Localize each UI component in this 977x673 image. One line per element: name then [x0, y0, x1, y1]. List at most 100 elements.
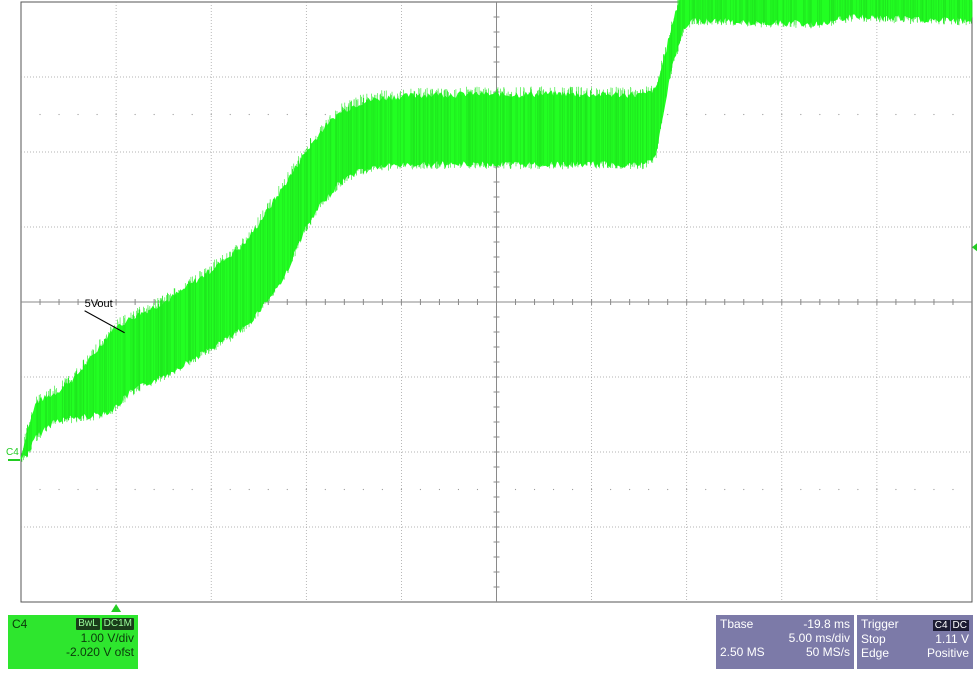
- sub-division-dot: [914, 113, 916, 116]
- sub-division-dot: [229, 488, 231, 491]
- sub-division-dot: [248, 113, 250, 116]
- sub-division-dot: [857, 113, 859, 116]
- sub-division-dot: [438, 488, 441, 491]
- trigger-panel[interactable]: Trigger C4 DC Stop 1.11 V Edge Positive: [857, 615, 973, 669]
- sub-division-dot: [153, 113, 155, 116]
- sub-division-dot: [762, 488, 764, 491]
- sub-division-dot: [305, 488, 307, 491]
- trigger-coupling-badge: DC: [950, 620, 969, 631]
- trigger-slope: Positive: [926, 646, 969, 660]
- sub-division-dot: [39, 113, 41, 116]
- sub-division-dot: [705, 488, 707, 491]
- timebase-delay: -19.8 ms: [803, 617, 850, 631]
- sub-division-dot: [495, 488, 498, 491]
- sub-division-dot: [876, 488, 878, 491]
- timebase-label: Tbase: [720, 617, 754, 631]
- trace-label-5vout: 5Vout: [85, 298, 113, 310]
- sub-division-dot: [952, 113, 954, 116]
- trigger-level-marker[interactable]: [972, 243, 977, 252]
- marker-layer: C4: [6, 243, 977, 612]
- sub-division-dot: [895, 113, 897, 116]
- sub-division-dot: [838, 113, 840, 116]
- sub-division-dot: [96, 113, 98, 116]
- sub-division-dot: [781, 113, 783, 116]
- sub-division-dot: [210, 113, 212, 116]
- sub-division-dot: [324, 488, 326, 491]
- trigger-type: Edge: [861, 646, 890, 660]
- trigger-position-marker[interactable]: [111, 604, 122, 612]
- sub-division-dot: [743, 488, 745, 491]
- timebase-scale: 5.00 ms/div: [788, 631, 850, 645]
- sub-division-dot: [286, 113, 288, 116]
- sub-division-dot: [743, 113, 745, 116]
- sub-division-dot: [933, 488, 935, 491]
- sub-division-dot: [343, 488, 345, 491]
- sub-division-dot: [819, 488, 821, 491]
- sub-division-dot: [172, 488, 174, 491]
- sub-division-dot: [762, 113, 764, 116]
- sub-division-dot: [686, 488, 688, 491]
- sub-division-dot: [457, 488, 460, 491]
- bandwidth-limit-badge: BwL: [76, 618, 100, 630]
- sub-division-dot: [895, 488, 897, 491]
- trace-label-leader: [84, 310, 125, 334]
- ground-level-marker[interactable]: C4: [6, 447, 19, 458]
- sub-division-dot: [952, 488, 954, 491]
- vertical-offset: -2.020 V ofst: [65, 645, 134, 659]
- sub-division-dot: [77, 113, 79, 116]
- sample-rate: 50 MS/s: [805, 645, 850, 659]
- sub-division-dot: [58, 488, 60, 491]
- sub-division-dot: [134, 488, 136, 491]
- coupling-badge: DC1M: [101, 618, 134, 630]
- sub-division-dot: [476, 488, 479, 491]
- sub-division-dot: [381, 488, 383, 491]
- sub-division-dot: [705, 113, 707, 116]
- trace-5vout: [20, 0, 973, 462]
- sub-division-dot: [324, 113, 326, 116]
- sub-division-dot: [800, 113, 802, 116]
- sub-division-dot: [77, 488, 79, 491]
- memory-depth: 2.50 MS: [720, 645, 765, 659]
- sub-division-dot: [724, 113, 726, 116]
- sub-division-dot: [514, 488, 517, 491]
- sub-division-dot: [305, 113, 307, 116]
- trigger-source-badge: C4: [932, 620, 950, 631]
- sub-division-dot: [229, 113, 231, 116]
- sub-division-dot: [781, 488, 783, 491]
- sub-division-dot: [648, 488, 650, 491]
- timebase-panel[interactable]: Tbase -19.8 ms 5.00 ms/div 2.50 MS 50 MS…: [716, 615, 854, 669]
- sub-division-dot: [610, 488, 612, 491]
- sub-division-dot: [838, 488, 840, 491]
- sub-division-dot: [115, 488, 117, 491]
- vertical-scale: 1.00 V/div: [80, 631, 134, 645]
- sub-division-dot: [819, 113, 821, 116]
- sub-division-dot: [400, 488, 402, 491]
- annotation-layer: 5Vout: [84, 298, 125, 334]
- trigger-level: 1.11 V: [935, 632, 969, 646]
- sub-division-dot: [857, 488, 859, 491]
- sub-division-dot: [876, 113, 878, 116]
- sub-division-dot: [552, 488, 555, 491]
- sub-division-dot: [191, 488, 193, 491]
- sub-division-dot: [267, 113, 269, 116]
- sub-division-dot: [286, 488, 288, 491]
- sub-division-dot: [933, 113, 935, 116]
- sub-division-dot: [172, 113, 174, 116]
- sub-division-dot: [115, 113, 117, 116]
- sub-division-dot: [134, 113, 136, 116]
- sub-division-dot: [39, 488, 41, 491]
- sub-division-dot: [96, 488, 98, 491]
- sub-division-dot: [362, 488, 364, 491]
- sub-division-dot: [667, 488, 669, 491]
- sub-division-dot: [248, 488, 250, 491]
- sub-division-dot: [571, 488, 574, 491]
- channel-name: C4: [12, 617, 28, 631]
- channel-c4-panel[interactable]: C4 BwL DC1M 1.00 V/div -2.020 V ofst: [8, 615, 138, 669]
- sub-division-dot: [153, 488, 155, 491]
- sub-division-dot: [210, 488, 212, 491]
- sub-division-dot: [191, 113, 193, 116]
- sub-division-dot: [724, 488, 726, 491]
- sub-division-dot: [629, 488, 631, 491]
- sub-division-dot: [419, 488, 422, 491]
